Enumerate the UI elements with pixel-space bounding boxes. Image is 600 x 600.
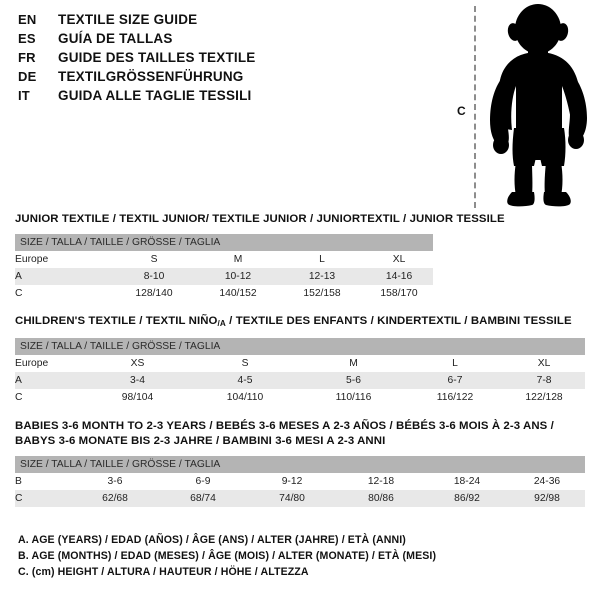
language-row: DE TEXTILGRÖSSENFÜHRUNG: [18, 69, 418, 88]
row-value: S: [190, 354, 300, 372]
row-value: 98/104: [85, 388, 190, 406]
table-row: C 62/68 68/74 74/80 80/86 86/92 92/98: [15, 490, 585, 507]
row-value: 128/140: [111, 285, 197, 302]
table-header-row: SIZE / TALLA / TAILLE / GRÖSSE / TAGLIA: [15, 337, 586, 355]
row-value: L: [279, 251, 365, 268]
table-row: Europe XS S M L XL: [15, 354, 586, 372]
legend-line-c: C. (cm) HEIGHT / ALTURA / HAUTEUR / HÖHE…: [18, 566, 309, 578]
row-value: 14-16: [365, 268, 434, 285]
table-row: A 3-4 4-5 5-6 6-7 7-8: [15, 371, 586, 389]
section-title-babies-line2: BABYS 3-6 MONATE BIS 2-3 JAHRE / BAMBINI…: [15, 435, 386, 447]
row-value: 140/152: [197, 285, 279, 302]
row-value: 5-6: [300, 371, 407, 389]
language-row: EN TEXTILE SIZE GUIDE: [18, 12, 418, 31]
height-dashed-line-icon: [474, 6, 476, 208]
language-code-it: IT: [18, 88, 30, 103]
row-value: 122/128: [503, 388, 586, 406]
row-value: 8-10: [111, 268, 197, 285]
row-value: S: [111, 251, 197, 268]
row-value: 158/170: [365, 285, 434, 302]
section-babies-textile: BABIES 3-6 MONTH TO 2-3 YEARS / BEBÉS 3-…: [15, 419, 585, 507]
row-value: 4-5: [190, 371, 300, 389]
babies-column-header: SIZE / TALLA / TAILLE / GRÖSSE / TAGLIA: [15, 456, 585, 473]
table-row: C 128/140 140/152 152/158 158/170: [15, 285, 434, 302]
language-code-de: DE: [18, 69, 37, 84]
row-label: Europe: [15, 251, 111, 268]
children-column-header: SIZE / TALLA / TAILLE / GRÖSSE / TAGLIA: [15, 337, 586, 355]
language-code-fr: FR: [18, 50, 36, 65]
row-label: Europe: [15, 354, 85, 372]
language-title-en: TEXTILE SIZE GUIDE: [58, 12, 198, 27]
row-value: 62/68: [71, 490, 159, 507]
height-measure-label: C: [457, 104, 466, 118]
row-value: XL: [365, 251, 434, 268]
section-title-junior: JUNIOR TEXTILE / TEXTIL JUNIOR/ TEXTILE …: [15, 213, 505, 225]
row-value: L: [407, 354, 503, 372]
row-value: M: [197, 251, 279, 268]
language-title-de: TEXTILGRÖSSENFÜHRUNG: [58, 69, 244, 84]
row-value: 152/158: [279, 285, 365, 302]
legend-line-b: B. AGE (MONTHS) / EDAD (MESES) / ÂGE (MO…: [18, 550, 437, 562]
row-value: 7-8: [503, 371, 586, 389]
table-row: A 8-10 10-12 12-13 14-16: [15, 268, 434, 285]
table-row: B 3-6 6-9 9-12 12-18 18-24 24-36: [15, 473, 585, 490]
language-title-fr: GUIDE DES TAILLES TEXTILE: [58, 50, 256, 65]
row-label: A: [15, 371, 85, 389]
table-row: C 98/104 104/110 110/116 116/122 122/128: [15, 388, 586, 406]
row-value: 9-12: [247, 473, 337, 490]
legend-block: A. AGE (YEARS) / EDAD (AÑOS) / ÂGE (ANS)…: [18, 532, 458, 580]
row-label: C: [15, 490, 71, 507]
language-row: FR GUIDE DES TAILLES TEXTILE: [18, 50, 418, 69]
row-value: 80/86: [337, 490, 425, 507]
row-value: XL: [503, 354, 586, 372]
row-value: 3-4: [85, 371, 190, 389]
language-code-es: ES: [18, 31, 36, 46]
row-value: 86/92: [425, 490, 509, 507]
row-value: 92/98: [509, 490, 585, 507]
row-value: 116/122: [407, 388, 503, 406]
row-value: 3-6: [71, 473, 159, 490]
section-title-babies-line1: BABIES 3-6 MONTH TO 2-3 YEARS / BEBÉS 3-…: [15, 420, 554, 432]
section-title-children: CHILDREN'S TEXTILE / TEXTIL NIÑO/A / TEX…: [15, 314, 585, 331]
row-value: 18-24: [425, 473, 509, 490]
row-value: 104/110: [190, 388, 300, 406]
language-title-es: GUÍA DE TALLAS: [58, 31, 173, 46]
children-size-table: SIZE / TALLA / TAILLE / GRÖSSE / TAGLIA …: [15, 337, 586, 406]
toddler-silhouette-icon: [490, 4, 587, 207]
section-junior-textile: JUNIOR TEXTILE / TEXTIL JUNIOR/ TEXTILE …: [15, 212, 505, 302]
row-value: 68/74: [159, 490, 247, 507]
table-header-row: SIZE / TALLA / TAILLE / GRÖSSE / TAGLIA: [15, 456, 585, 473]
section-title-children-post: / TEXTILE DES ENFANTS / KINDERTEXTIL / B…: [225, 315, 572, 327]
language-row: ES GUÍA DE TALLAS: [18, 31, 418, 50]
row-value: 10-12: [197, 268, 279, 285]
row-value: 6-7: [407, 371, 503, 389]
babies-size-table: SIZE / TALLA / TAILLE / GRÖSSE / TAGLIA …: [15, 456, 585, 507]
language-title-it: GUIDA ALLE TAGLIE TESSILI: [58, 88, 252, 103]
row-value: 12-18: [337, 473, 425, 490]
junior-size-table: SIZE / TALLA / TAILLE / GRÖSSE / TAGLIA …: [15, 234, 434, 302]
junior-column-header: SIZE / TALLA / TAILLE / GRÖSSE / TAGLIA: [15, 234, 434, 251]
row-label: A: [15, 268, 111, 285]
legend-line-a: A. AGE (YEARS) / EDAD (AÑOS) / ÂGE (ANS)…: [18, 534, 406, 546]
row-value: XS: [85, 354, 190, 372]
section-title-children-pre: CHILDREN'S TEXTILE / TEXTIL NIÑO: [15, 315, 218, 327]
row-value: 24-36: [509, 473, 585, 490]
row-value: 6-9: [159, 473, 247, 490]
row-value: 12-13: [279, 268, 365, 285]
row-value: 74/80: [247, 490, 337, 507]
row-value: 110/116: [300, 388, 407, 406]
section-title-children-sub: /A: [217, 318, 226, 328]
row-label: C: [15, 388, 85, 406]
row-label: B: [15, 473, 71, 490]
section-childrens-textile: CHILDREN'S TEXTILE / TEXTIL NIÑO/A / TEX…: [15, 314, 586, 406]
row-value: M: [300, 354, 407, 372]
row-label: C: [15, 285, 111, 302]
table-header-row: SIZE / TALLA / TAILLE / GRÖSSE / TAGLIA: [15, 234, 434, 251]
table-row: Europe S M L XL: [15, 251, 434, 268]
language-row: IT GUIDA ALLE TAGLIE TESSILI: [18, 88, 418, 107]
language-title-block: EN TEXTILE SIZE GUIDE ES GUÍA DE TALLAS …: [18, 12, 418, 107]
language-code-en: EN: [18, 12, 37, 27]
height-measurement-figure: C: [430, 0, 600, 212]
